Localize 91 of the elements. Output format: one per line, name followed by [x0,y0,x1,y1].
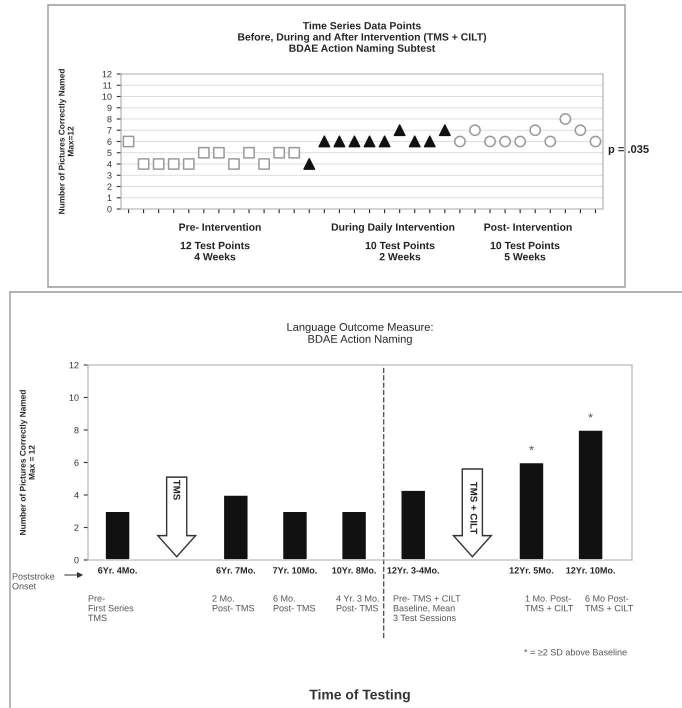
bar [104,510,131,560]
text: 12 Test Points 4 Weeks [180,242,250,260]
x-tick-label: 12Yr. 3-4Mo. [387,567,439,574]
x-tick-label: 12Yr. 10Mo. [566,567,615,574]
text: During Daily Intervention [332,223,454,233]
point [424,136,436,148]
y-tick-label: 8 [107,116,112,122]
x-tick-label: 6Yr. 4Mo. [98,567,137,574]
y-tick-label: 4 [107,161,112,168]
y-tick-label: 2 [74,524,79,531]
y-tick-label: 12 [102,70,112,78]
chart-title: Time Series Data Points Before, During and After Intervention (TMS + CILT) BDAE Action Naming Subtest [238,22,486,54]
point [394,124,406,136]
point [168,158,180,170]
point [258,158,270,170]
x-tick-label: 12Yr. 5Mo. [510,567,554,574]
y-tick-label: 7 [107,127,112,134]
y-tick-label: 9 [107,104,112,112]
point [182,158,195,170]
text: Post- Intervention [484,223,572,231]
point [348,136,360,148]
y-tick-label: 4 [74,492,79,498]
x-axis-title: Time of Testing [309,689,410,702]
y-axis-title: Number of Pictures Correctly Named Max = 12 [20,390,35,535]
point [408,136,421,148]
point [138,158,150,170]
y-tick-label: 10 [70,394,79,401]
text: Pre- Intervention [179,223,261,231]
point [273,146,286,159]
point [288,146,300,159]
text: Poststroke Onset [12,573,54,590]
annotation: * [529,446,534,450]
annotation: TMS + CILT [470,482,478,534]
y-tick-label: 8 [74,426,79,434]
point [559,113,572,125]
text: Pre- First Series TMS [88,595,134,622]
annotation: TMS [173,480,180,500]
point [122,136,134,148]
point [243,146,255,159]
y-tick-label: 6 [107,138,112,145]
x-tick-label: 6Yr. 7Mo. [216,567,256,574]
y-tick-label: 2 [107,183,112,190]
y-tick-label: 0 [74,556,79,564]
text: 1 Mo. Post- TMS + CILT [525,595,574,612]
y-tick-label: 0 [107,206,112,212]
y-tick-label: 5 [107,150,112,156]
y-tick-label: 10 [102,93,112,100]
text: 10 Test Points 2 Weeks [366,242,435,260]
x-tick-label: 10Yr. 8Mo. [332,567,376,574]
point [469,124,481,136]
point [484,136,496,148]
point [514,136,526,148]
point [438,124,451,136]
text: p = .035 [608,145,649,156]
point [590,136,602,148]
bar [340,510,368,560]
point [333,136,346,148]
chart-title: Language Outcome Measure: BDAE Action Naming [287,323,432,346]
text: 4 Yr. 3 Mo. Post- TMS [336,595,379,612]
y-tick-label: 1 [108,194,112,202]
text: 10 Test Points 5 Weeks [490,242,560,260]
point [378,136,391,148]
text: 2 Mo. Post- TMS [212,595,254,612]
point [529,124,542,136]
text: 6 Mo. Post- TMS [273,595,316,612]
y-tick-label: 11 [103,82,112,89]
x-tick-label: 7Yr. 10Mo. [273,567,317,574]
point [544,136,556,148]
point [318,136,330,148]
point [152,158,165,170]
bar [282,510,308,560]
point [499,136,512,148]
point [212,146,225,159]
point [228,158,240,170]
bar [518,462,545,560]
point [454,136,466,148]
y-tick-label: 3 [107,172,112,179]
text: 6 Mo Post- TMS + CILT [585,595,634,612]
bar [577,429,604,560]
y-axis-title: Number of Pictures Correctly Named Max=12 [58,69,74,214]
annotation: * [588,413,593,418]
point [198,146,210,159]
bar [222,494,249,560]
point [574,124,586,136]
bar [400,489,426,560]
text: * = ≥2 SD above Baseline [524,648,627,656]
y-tick-label: 12 [70,362,79,368]
y-tick-label: 6 [74,459,79,466]
text: Pre- TMS + CILT Baseline, Mean 3 Test Sessions [393,595,460,622]
point [364,136,376,148]
point [303,158,316,170]
